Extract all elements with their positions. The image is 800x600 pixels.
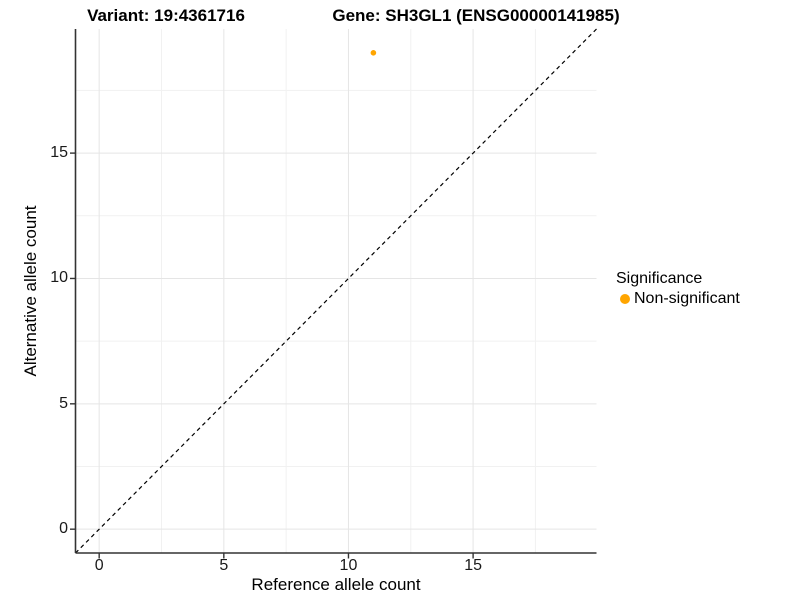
identity-dashed-line bbox=[75, 28, 597, 554]
legend-key bbox=[616, 290, 634, 308]
x-tick-label: 0 bbox=[94, 557, 104, 574]
data-point bbox=[370, 50, 377, 56]
gene-title: Gene: SH3GL1 (ENSG00000141985) bbox=[332, 6, 620, 25]
y-axis-label: Alternative allele count bbox=[21, 205, 40, 377]
y-tick-label: 5 bbox=[59, 394, 68, 412]
y-tick-label: 10 bbox=[50, 269, 68, 287]
x-tick-label: 10 bbox=[339, 557, 358, 574]
legend-title: Significance bbox=[616, 270, 703, 287]
legend: Significance Non-significant bbox=[616, 270, 740, 308]
variant-title: Variant: 19:4361716 bbox=[87, 6, 245, 25]
legend-entry-label: Non-significant bbox=[634, 290, 740, 307]
legend-entry: Non-significant bbox=[616, 290, 740, 308]
legend-entries: Non-significant bbox=[616, 290, 740, 308]
x-tick-label: 15 bbox=[464, 557, 482, 574]
y-tick-label: 0 bbox=[59, 520, 68, 538]
legend-point-icon bbox=[620, 294, 630, 304]
x-tick-label: 5 bbox=[219, 557, 229, 574]
y-tick-label: 15 bbox=[50, 144, 68, 162]
x-axis-label: Reference allele count bbox=[251, 575, 421, 594]
